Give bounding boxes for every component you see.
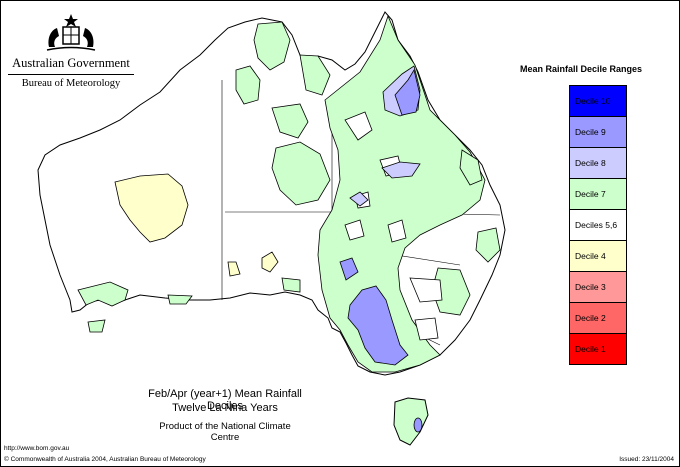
legend-title: Mean Rainfall Decile Ranges [520,64,643,74]
legend-label: Decile 10 [575,96,611,106]
legend-label: Decile 1 [575,344,606,354]
bureau-title: Bureau of Meteorology [8,74,134,89]
legend-item-decile-7: Decile 7 [570,179,626,210]
legend-item-deciles-5-6: Deciles 5,6 [570,210,626,241]
decile9-regions [339,68,421,366]
legend-label: Decile 7 [575,189,606,199]
legend-item-decile-4: Decile 4 [570,241,626,272]
product-credit: Product of the National Climate Centre [159,421,291,443]
coat-of-arms-icon [46,14,96,51]
issued-date: Issued: 23/11/2004 [619,456,674,463]
legend-label: Decile 8 [575,158,606,168]
legend-label: Deciles 5,6 [575,220,618,230]
legend-item-decile-2: Decile 2 [570,303,626,334]
government-title: Australian Government [12,56,130,70]
legend-item-decile-9: Decile 9 [570,117,626,148]
legend-label: Decile 4 [575,251,606,261]
legend-item-decile-3: Decile 3 [570,272,626,303]
map-subtitle: Twelve La Nina Years [172,402,278,414]
legend-item-decile-8: Decile 8 [570,148,626,179]
tasmania-decile9 [413,417,423,433]
map-title: Feb/Apr (year+1) Mean Rainfall Deciles [148,388,302,412]
legend-item-decile-10: Decile 10 [570,86,626,117]
legend-label: Decile 3 [575,282,606,292]
decile56-regions [344,111,443,341]
website-link[interactable]: http://www.bom.gov.au [4,445,70,452]
tasmania [393,397,429,446]
legend-label: Decile 2 [575,313,606,323]
decile7-regions [77,14,501,373]
copyright-text: © Commonwealth of Australia 2004, Austra… [4,456,206,463]
legend: Decile 10 Decile 9 Decile 8 Decile 7 Dec… [569,85,627,365]
logo-block: Australian Government Bureau of Meteorol… [8,12,134,89]
decile4-regions [114,173,279,277]
legend-label: Decile 9 [575,127,606,137]
legend-item-decile-1: Decile 1 [570,334,626,364]
